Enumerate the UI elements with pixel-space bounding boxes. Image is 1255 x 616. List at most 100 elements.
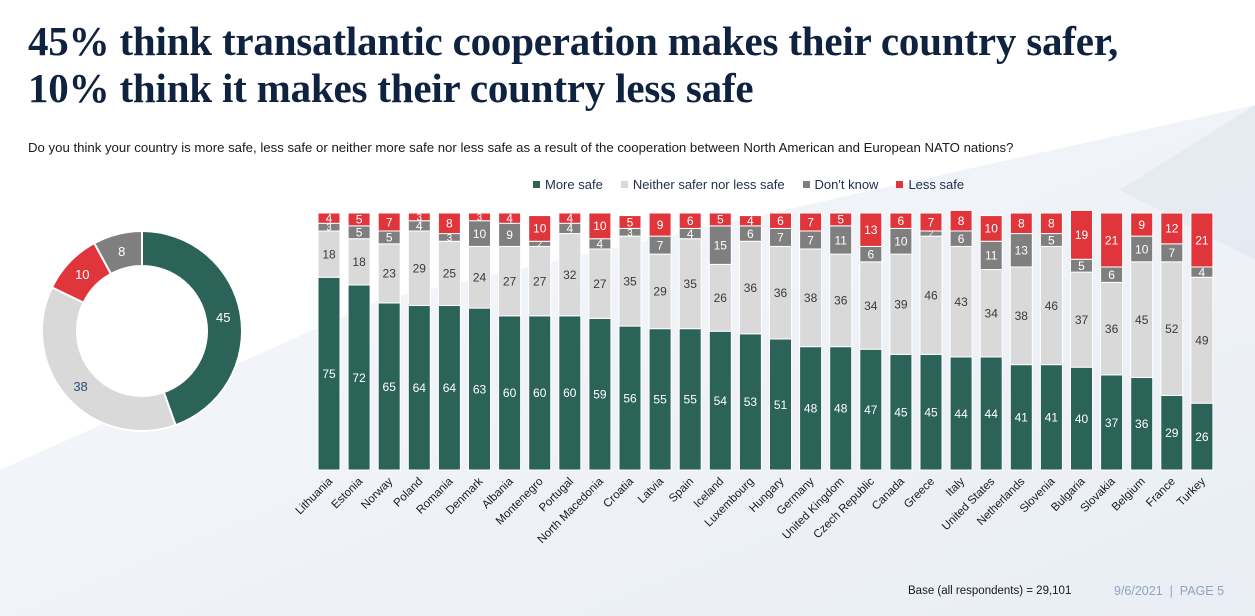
title-line-1: 45% think transatlantic cooperation make…	[28, 18, 1118, 64]
bar-label-less-safe: 8	[958, 214, 965, 228]
x-tick-label: Norway	[359, 475, 395, 511]
bar-segment-less-safe	[377, 212, 401, 232]
bar-label-less-safe: 10	[985, 222, 999, 236]
bar-segment-less-safe	[979, 215, 1003, 242]
donut-label-more-safe: 45	[216, 310, 230, 325]
bar-segment-less-safe	[799, 212, 823, 232]
bar-label-neither: 24	[473, 271, 487, 285]
legend-item-dont-know: Don't know	[802, 177, 879, 192]
bar-label-dont-know: 2	[537, 240, 542, 249]
legend-label-dont-know: Don't know	[814, 177, 879, 192]
bar-label-dont-know: 6	[747, 227, 754, 241]
bar-label-less-safe: 7	[928, 215, 935, 229]
bar-segment-less-safe	[738, 215, 762, 227]
bar-label-less-safe: 5	[717, 213, 724, 227]
bar-label-neither: 38	[804, 291, 818, 305]
bar-label-less-safe: 4	[566, 211, 573, 225]
bar-segment-less-safe	[347, 212, 371, 227]
legend-label-less-safe: Less safe	[908, 177, 965, 192]
bar-label-neither: 36	[834, 294, 848, 308]
legend-swatch-dont-know	[802, 181, 810, 188]
bar-label-more-safe: 53	[744, 395, 758, 409]
bar-label-neither: 34	[864, 299, 878, 313]
donut-label-neither: 38	[73, 379, 87, 394]
donut-label-dont-know: 8	[118, 244, 125, 259]
bar-label-neither: 18	[352, 255, 366, 269]
bar-label-dont-know: 5	[1048, 233, 1055, 247]
bar-label-less-safe: 13	[864, 223, 878, 237]
bar-label-neither: 37	[1075, 313, 1089, 327]
bar-label-dont-know: 3	[627, 228, 632, 239]
bar-segment-less-safe	[1070, 209, 1093, 260]
bar-segment-less-safe	[1100, 212, 1124, 268]
bar-label-dont-know: 11	[834, 233, 847, 247]
x-tick-label: Turkey	[1175, 475, 1208, 508]
bar-label-more-safe: 55	[684, 393, 698, 407]
donut-slice-neither	[41, 286, 177, 432]
bar-label-more-safe: 48	[804, 402, 818, 416]
bar-label-neither: 49	[1195, 334, 1209, 348]
bar-segment-less-safe	[859, 212, 883, 247]
bar-label-neither: 27	[533, 274, 547, 288]
bar-label-neither: 18	[322, 247, 336, 261]
bar-label-dont-know: 5	[386, 231, 393, 245]
bar-label-more-safe: 41	[1015, 411, 1029, 425]
bar-label-dont-know: 9	[506, 228, 513, 242]
legend-label-neither: Neither safer nor less safe	[632, 177, 785, 192]
bar-segment-less-safe	[678, 212, 702, 229]
x-tick-label: Canada	[870, 475, 907, 512]
legend-label-more-safe: More safe	[545, 177, 603, 192]
bar-label-more-safe: 40	[1075, 412, 1089, 426]
bar-segment-less-safe	[1190, 212, 1214, 268]
bar-label-dont-know: 2	[929, 229, 934, 238]
bar-label-more-safe: 41	[1045, 411, 1059, 425]
bar-label-dont-know: 6	[867, 247, 874, 261]
bar-label-less-safe: 5	[837, 213, 844, 227]
bar-label-less-safe: 7	[386, 215, 393, 229]
bar-label-dont-know: 10	[1135, 242, 1149, 256]
bar-group-italy: 44 43 6 8 Italy	[944, 209, 973, 499]
bar-label-less-safe: 6	[687, 214, 694, 228]
bar-label-less-safe: 8	[1048, 217, 1055, 231]
bar-group-greece: 45 46 27 Greece	[902, 212, 943, 511]
bar-label-more-safe: 54	[714, 394, 728, 408]
bar-label-more-safe: 60	[503, 386, 517, 400]
bar-label-dont-know: 10	[473, 227, 487, 241]
bar-label-dont-know: 4	[687, 227, 694, 241]
bar-label-neither: 46	[924, 289, 938, 303]
bar-label-dont-know: 4	[416, 219, 423, 233]
bar-label-dont-know: 7	[807, 233, 814, 247]
bar-segment-less-safe	[468, 212, 491, 222]
bar-label-neither: 25	[443, 267, 457, 281]
bar-label-more-safe: 51	[774, 398, 788, 412]
bar-label-neither: 29	[413, 262, 427, 276]
date-page-info: 9/6/2021 | PAGE 5	[1114, 584, 1225, 598]
legend-item-more-safe: More safe	[533, 177, 603, 192]
bar-label-less-safe: 21	[1195, 233, 1209, 247]
bar-label-less-safe: 8	[1018, 217, 1025, 231]
bar-segment-less-safe	[769, 212, 792, 229]
bar-label-more-safe: 55	[653, 393, 667, 407]
bar-group-lithuania: 75 18 34 Lithuania	[294, 211, 341, 517]
bar-label-less-safe: 5	[627, 215, 634, 229]
bar-label-less-safe: 9	[657, 218, 664, 232]
bar-label-dont-know: 7	[657, 238, 664, 252]
legend-item-neither: Neither safer nor less safe	[620, 177, 785, 192]
bar-label-less-safe: 4	[326, 211, 333, 225]
bar-segment-less-safe	[498, 212, 522, 224]
bar-label-less-safe: 8	[446, 217, 453, 231]
bar-segment-less-safe	[618, 215, 642, 229]
bar-label-neither: 26	[714, 291, 728, 305]
bar-label-neither: 38	[1015, 309, 1029, 323]
x-tick-label: Croatia	[601, 475, 636, 510]
bar-label-less-safe: 3	[417, 212, 422, 223]
bar-label-more-safe: 26	[1195, 430, 1209, 444]
bar-label-dont-know: 3	[447, 233, 452, 244]
bar-label-less-safe: 10	[533, 222, 547, 236]
bar-label-more-safe: 56	[623, 391, 637, 405]
bar-segment-less-safe	[1160, 212, 1184, 245]
